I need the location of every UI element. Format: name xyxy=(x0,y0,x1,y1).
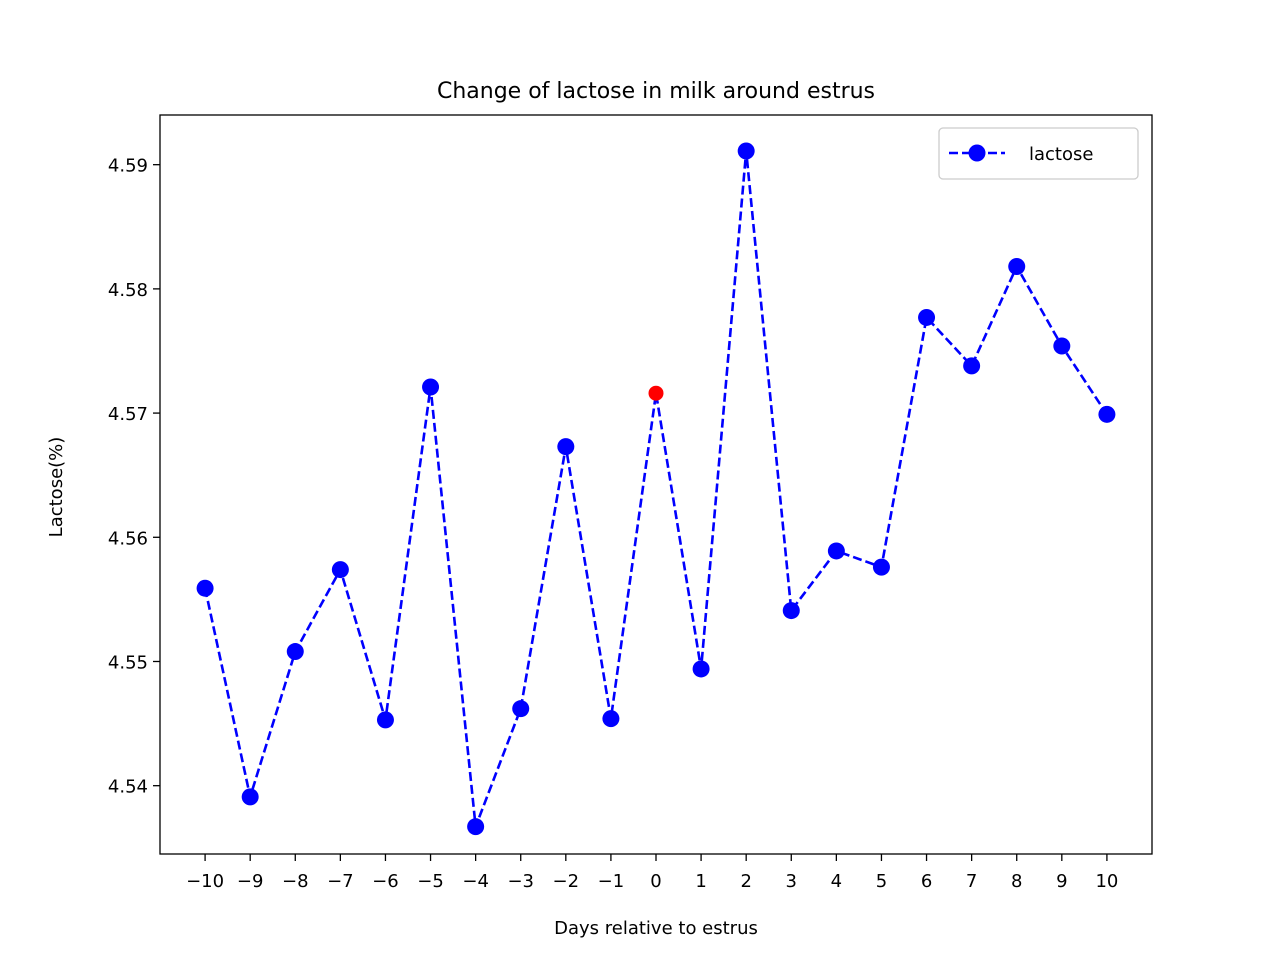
x-tick-label: 1 xyxy=(695,871,706,892)
y-tick-label: 4.55 xyxy=(108,652,148,673)
data-point xyxy=(331,561,349,579)
x-tick-label: −7 xyxy=(327,871,354,892)
data-point xyxy=(1053,337,1071,355)
data-point xyxy=(692,660,710,678)
x-tick-label: 9 xyxy=(1056,871,1067,892)
data-point xyxy=(782,602,800,620)
data-point xyxy=(286,643,304,661)
data-point xyxy=(467,818,485,836)
y-tick-label: 4.57 xyxy=(108,404,148,425)
x-tick-label: 10 xyxy=(1095,871,1118,892)
data-point xyxy=(1098,405,1116,423)
y-tick-label: 4.54 xyxy=(108,777,148,798)
chart-title: Change of lactose in milk around estrus xyxy=(437,79,875,104)
x-axis-label: Days relative to estrus xyxy=(554,918,758,939)
legend-box xyxy=(938,127,1139,180)
data-point xyxy=(827,542,845,560)
data-point xyxy=(196,579,214,597)
data-point xyxy=(918,308,936,326)
x-tick-label: −8 xyxy=(282,871,309,892)
x-tick-label: 3 xyxy=(786,871,797,892)
x-tick-label: −5 xyxy=(417,871,444,892)
data-point xyxy=(422,378,440,396)
data-point xyxy=(557,438,575,456)
x-tick-label: −10 xyxy=(186,871,224,892)
x-tick-label: −4 xyxy=(462,871,489,892)
y-axis-label: Lactose(%) xyxy=(46,437,67,538)
data-point xyxy=(602,710,620,728)
plot-area: −10 −9 −8 −7 −6 −5 −4 −3 −2 −1 0 1 2 3 4 5 6 7 8 9 104.544.5… xyxy=(108,142,1118,892)
data-point xyxy=(872,558,890,576)
series-line-lactose xyxy=(203,150,1108,828)
x-tick-label: 4 xyxy=(831,871,842,892)
x-tick-label: 5 xyxy=(876,871,887,892)
x-tick-label: −2 xyxy=(553,871,580,892)
x-tick-label: 8 xyxy=(1011,871,1022,892)
data-point xyxy=(1008,258,1026,276)
x-tick-label: −6 xyxy=(372,871,399,892)
axes-frame xyxy=(159,114,1153,855)
data-point xyxy=(737,142,755,160)
data-point xyxy=(241,788,259,806)
highlighted-data-point xyxy=(648,385,664,401)
x-tick-label: −1 xyxy=(598,871,625,892)
x-tick-label: −9 xyxy=(237,871,264,892)
data-point xyxy=(512,700,530,718)
y-tick-label: 4.56 xyxy=(108,528,148,549)
x-tick-label: 6 xyxy=(921,871,932,892)
x-tick-label: −3 xyxy=(507,871,534,892)
legend-label: lactose xyxy=(1029,144,1093,165)
x-tick-label: 2 xyxy=(740,871,751,892)
legend-marker-swatch xyxy=(968,144,986,162)
data-point xyxy=(963,357,981,375)
y-tick-label: 4.59 xyxy=(108,156,148,177)
x-tick-label: 0 xyxy=(650,871,661,892)
legend: lactose xyxy=(938,127,1139,180)
data-point xyxy=(376,711,394,729)
y-tick-label: 4.58 xyxy=(108,280,148,301)
x-tick-label: 7 xyxy=(966,871,977,892)
